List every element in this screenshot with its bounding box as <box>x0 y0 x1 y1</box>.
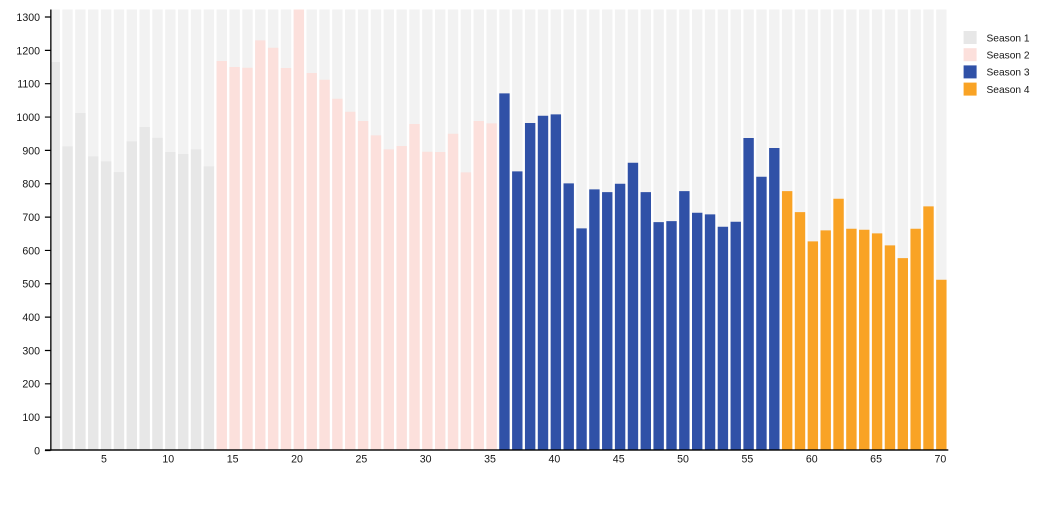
svg-text:1300: 1300 <box>16 12 40 24</box>
svg-text:5: 5 <box>101 453 107 465</box>
svg-text:900: 900 <box>22 145 40 157</box>
svg-text:45: 45 <box>613 453 625 465</box>
svg-text:50: 50 <box>677 453 689 465</box>
svg-text:400: 400 <box>22 312 40 324</box>
svg-text:Season 4: Season 4 <box>987 85 1030 96</box>
svg-text:800: 800 <box>22 179 40 191</box>
svg-text:1100: 1100 <box>17 79 40 91</box>
svg-text:20: 20 <box>291 453 303 465</box>
svg-text:Season 1: Season 1 <box>987 33 1030 44</box>
svg-text:300: 300 <box>22 345 40 357</box>
svg-text:500: 500 <box>22 279 40 291</box>
svg-text:30: 30 <box>420 453 432 465</box>
svg-text:40: 40 <box>548 453 560 465</box>
svg-text:70: 70 <box>935 453 947 465</box>
svg-text:700: 700 <box>22 212 40 224</box>
svg-text:60: 60 <box>806 453 818 465</box>
svg-text:10: 10 <box>162 453 174 465</box>
svg-text:55: 55 <box>742 453 754 465</box>
svg-text:15: 15 <box>227 453 239 465</box>
svg-text:35: 35 <box>484 453 496 465</box>
svg-text:1000: 1000 <box>16 112 40 124</box>
svg-text:65: 65 <box>870 453 882 465</box>
svg-text:100: 100 <box>22 412 40 424</box>
svg-text:1200: 1200 <box>16 45 40 57</box>
svg-text:600: 600 <box>22 245 40 257</box>
svg-text:25: 25 <box>355 453 367 465</box>
svg-text:200: 200 <box>22 379 40 391</box>
svg-text:0: 0 <box>34 445 40 457</box>
svg-text:Season 2: Season 2 <box>987 51 1030 62</box>
svg-text:Season 3: Season 3 <box>987 68 1030 79</box>
